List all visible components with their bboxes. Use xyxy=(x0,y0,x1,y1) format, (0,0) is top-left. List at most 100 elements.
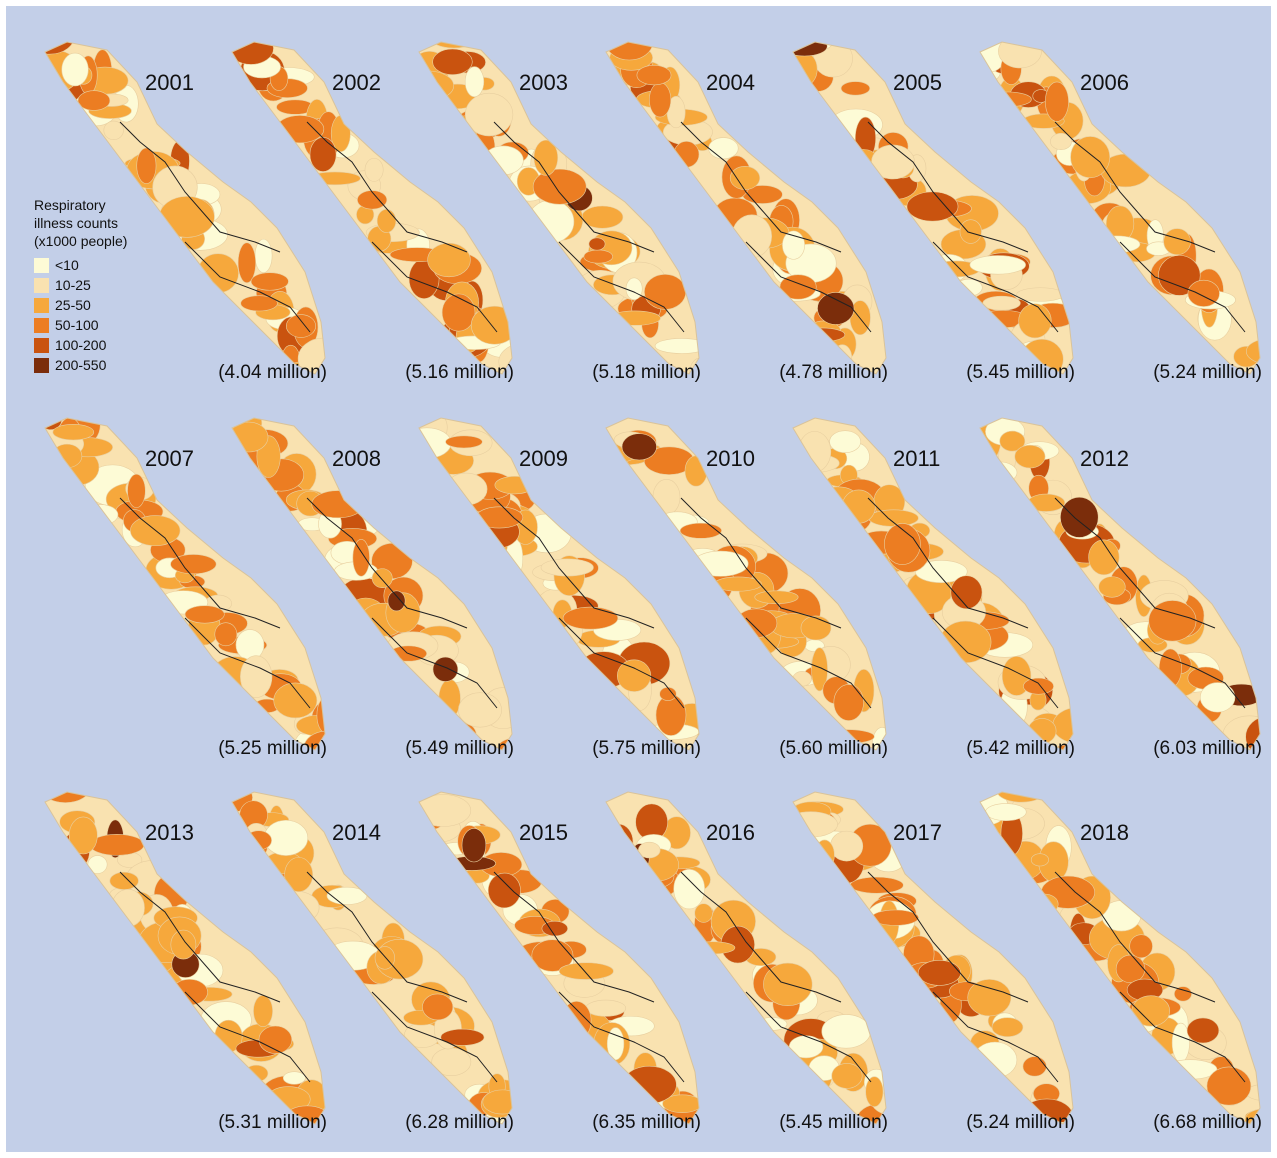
district xyxy=(1187,279,1220,307)
district xyxy=(617,659,652,692)
total-label: (4.04 million) xyxy=(218,362,327,383)
total-label: (5.31 million) xyxy=(218,1112,327,1133)
district xyxy=(240,655,273,698)
district xyxy=(316,697,325,733)
district xyxy=(754,590,799,604)
district xyxy=(464,66,485,98)
province-border xyxy=(119,871,281,1003)
district xyxy=(498,342,512,374)
district xyxy=(432,48,473,75)
district xyxy=(865,1076,884,1107)
district xyxy=(422,993,454,1021)
province-border xyxy=(680,121,842,253)
province-border xyxy=(745,617,872,709)
district xyxy=(541,920,569,937)
district xyxy=(285,314,317,338)
total-label: (5.49 million) xyxy=(405,738,514,759)
legend-label: 200-550 xyxy=(55,357,107,373)
district xyxy=(644,273,687,310)
legend-swatch xyxy=(34,298,49,313)
province-border xyxy=(1054,121,1216,253)
district xyxy=(673,868,705,910)
district xyxy=(985,803,1027,821)
province-border xyxy=(932,991,1059,1083)
district xyxy=(237,242,256,284)
province-border xyxy=(1054,497,1216,629)
district xyxy=(1018,303,1052,339)
district xyxy=(458,692,502,728)
district xyxy=(1244,1108,1260,1124)
district xyxy=(708,137,739,160)
legend: Respiratory illness counts (x1000 people) <… xyxy=(34,197,127,373)
total-label: (5.18 million) xyxy=(592,362,701,383)
district xyxy=(621,433,657,461)
district xyxy=(273,682,318,719)
province-border xyxy=(371,617,498,709)
island-outline xyxy=(979,791,1261,1125)
legend-swatch xyxy=(34,358,49,373)
island-outline xyxy=(792,417,1074,751)
island-outline xyxy=(792,41,1074,375)
district xyxy=(387,590,406,612)
total-label: (4.78 million) xyxy=(779,362,888,383)
province-border xyxy=(184,617,311,709)
province-border xyxy=(184,991,311,1083)
district xyxy=(282,1071,306,1085)
island-outline xyxy=(44,41,326,375)
year-label: 2009 xyxy=(519,446,568,471)
district xyxy=(655,694,687,736)
district xyxy=(694,903,713,923)
province-border xyxy=(493,871,655,1003)
province-border xyxy=(119,121,281,253)
legend-label: 100-200 xyxy=(55,337,107,353)
total-label: (5.24 million) xyxy=(1153,362,1262,383)
district xyxy=(364,157,384,182)
district xyxy=(1030,853,1049,867)
district xyxy=(250,272,289,291)
island-outline xyxy=(44,417,326,751)
district xyxy=(136,147,157,184)
district xyxy=(1129,934,1153,959)
district xyxy=(588,237,606,251)
year-label: 2014 xyxy=(332,820,381,845)
year-label: 2010 xyxy=(706,446,755,471)
district xyxy=(562,606,619,630)
province-border xyxy=(1119,617,1246,709)
district xyxy=(830,830,864,862)
total-label: (6.68 million) xyxy=(1153,1112,1262,1133)
island-outline xyxy=(605,41,887,375)
province-border xyxy=(558,991,685,1083)
district xyxy=(811,647,828,692)
province-border xyxy=(371,241,498,333)
year-label: 2001 xyxy=(145,70,194,95)
district xyxy=(532,168,587,205)
district xyxy=(235,629,265,661)
legend-label: 10-25 xyxy=(55,277,91,293)
district xyxy=(61,52,89,87)
district xyxy=(967,979,1012,1017)
year-label: 2005 xyxy=(893,70,942,95)
district xyxy=(374,946,395,970)
year-label: 2007 xyxy=(145,446,194,471)
legend-label: 25-50 xyxy=(55,297,91,313)
district xyxy=(1088,539,1120,576)
district xyxy=(487,872,521,909)
district xyxy=(969,255,1026,275)
district xyxy=(1158,255,1201,296)
district xyxy=(558,962,614,980)
province-border xyxy=(1119,241,1246,333)
district xyxy=(833,684,864,721)
total-label: (5.75 million) xyxy=(592,738,701,759)
island-outline xyxy=(792,791,1074,1125)
total-label: (5.45 million) xyxy=(966,362,1075,383)
district xyxy=(950,575,983,610)
district xyxy=(184,605,225,624)
province-border xyxy=(493,121,655,253)
district xyxy=(662,1094,699,1113)
district xyxy=(800,615,832,641)
district xyxy=(1206,1066,1252,1106)
island-outline xyxy=(605,791,887,1125)
district xyxy=(309,137,337,172)
province-border xyxy=(493,497,655,629)
province-border xyxy=(558,617,685,709)
